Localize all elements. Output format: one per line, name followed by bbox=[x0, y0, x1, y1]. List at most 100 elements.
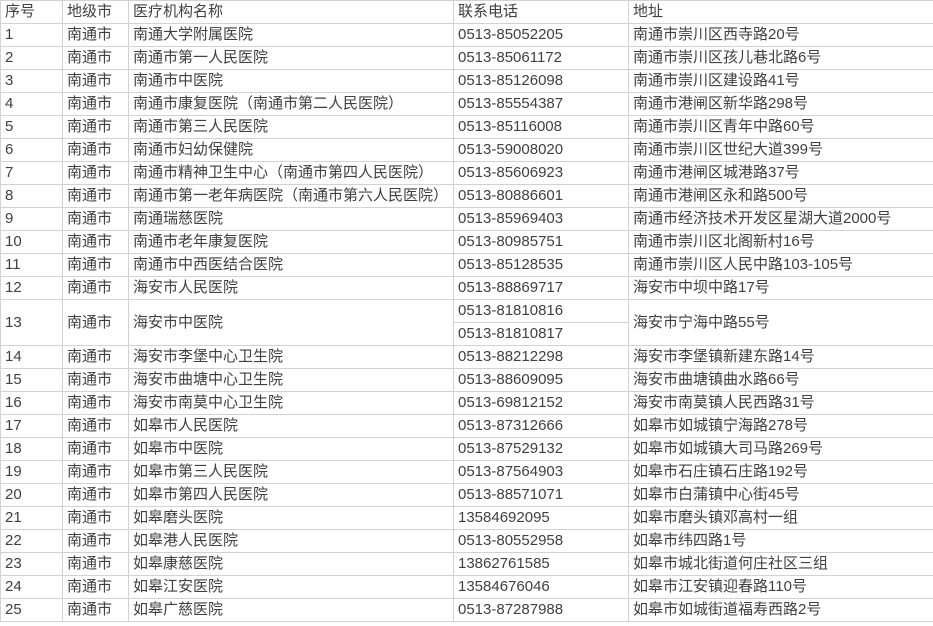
cell-phone: 0513-85606923 bbox=[453, 161, 629, 185]
cell-name: 海安市南莫中心卫生院 bbox=[128, 391, 454, 415]
cell-city: 南通市 bbox=[62, 368, 129, 392]
cell-phone: 0513-85554387 bbox=[453, 92, 629, 116]
cell-address: 南通市崇川区世纪大道399号 bbox=[628, 138, 933, 162]
table-row: 18 南通市 如皋市中医院 0513-87529132 如皋市如城镇大司马路269号 bbox=[0, 437, 933, 461]
cell-name: 南通市妇幼保健院 bbox=[128, 138, 454, 162]
cell-name: 南通市第三人民医院 bbox=[128, 115, 454, 139]
cell-name: 南通市中西医结合医院 bbox=[128, 253, 454, 277]
cell-name: 南通市康复医院（南通市第二人民医院） bbox=[128, 92, 454, 116]
cell-city: 南通市 bbox=[62, 161, 129, 185]
table-row: 3 南通市 南通市中医院 0513-85126098 南通市崇川区建设路41号 bbox=[0, 69, 933, 93]
cell-no: 22 bbox=[0, 529, 63, 553]
cell-phone: 0513-80552958 bbox=[453, 529, 629, 553]
cell-city: 南通市 bbox=[62, 207, 129, 231]
cell-name: 南通市第一老年病医院（南通市第六人民医院） bbox=[128, 184, 454, 208]
cell-no: 21 bbox=[0, 506, 63, 530]
cell-phone: 0513-85116008 bbox=[453, 115, 629, 139]
cell-city: 南通市 bbox=[62, 483, 129, 507]
cell-city: 南通市 bbox=[62, 598, 129, 622]
cell-phone: 0513-69812152 bbox=[453, 391, 629, 415]
cell-address: 南通市经济技术开发区星湖大道2000号 bbox=[628, 207, 933, 231]
cell-address: 南通市港闸区新华路298号 bbox=[628, 92, 933, 116]
cell-address: 海安市南莫镇人民西路31号 bbox=[628, 391, 933, 415]
cell-name: 如皋市中医院 bbox=[128, 437, 454, 461]
table-row: 9 南通市 南通瑞慈医院 0513-85969403 南通市经济技术开发区星湖大道200… bbox=[0, 207, 933, 231]
cell-name: 海安市人民医院 bbox=[128, 276, 454, 300]
cell-no: 19 bbox=[0, 460, 63, 484]
cell-phone: 0513-85126098 bbox=[453, 69, 629, 93]
cell-address: 如皋市如城街道福寿西路2号 bbox=[628, 598, 933, 622]
table-row: 8 南通市 南通市第一老年病医院（南通市第六人民医院） 0513-80886601 南通… bbox=[0, 184, 933, 208]
cell-city: 南通市 bbox=[62, 391, 129, 415]
cell-city: 南通市 bbox=[62, 69, 129, 93]
cell-city: 南通市 bbox=[62, 345, 129, 369]
cell-address: 海安市中坝中路17号 bbox=[628, 276, 933, 300]
cell-name: 海安市李堡中心卫生院 bbox=[128, 345, 454, 369]
cell-city: 南通市 bbox=[62, 299, 129, 346]
cell-phone: 13584692095 bbox=[453, 506, 629, 530]
cell-phone: 0513-87564903 bbox=[453, 460, 629, 484]
cell-city: 南通市 bbox=[62, 552, 129, 576]
table-row: 15 南通市 海安市曲塘中心卫生院 0513-88609095 海安市曲塘镇曲水路66号 bbox=[0, 368, 933, 392]
cell-address: 南通市崇川区建设路41号 bbox=[628, 69, 933, 93]
cell-no: 6 bbox=[0, 138, 63, 162]
cell-no: 14 bbox=[0, 345, 63, 369]
table-row: 24 南通市 如皋江安医院 13584676046 如皋市江安镇迎春路110号 bbox=[0, 575, 933, 599]
cell-city: 南通市 bbox=[62, 575, 129, 599]
cell-name: 如皋广慈医院 bbox=[128, 598, 454, 622]
cell-phone: 0513-87312666 bbox=[453, 414, 629, 438]
cell-phone: 0513-81810816 bbox=[453, 299, 629, 323]
cell-phone: 0513-88212298 bbox=[453, 345, 629, 369]
cell-no: 16 bbox=[0, 391, 63, 415]
cell-name: 南通大学附属医院 bbox=[128, 23, 454, 47]
table-row: 16 南通市 海安市南莫中心卫生院 0513-69812152 海安市南莫镇人民西路31… bbox=[0, 391, 933, 415]
table-row: 4 南通市 南通市康复医院（南通市第二人民医院） 0513-85554387 南通市港闸… bbox=[0, 92, 933, 116]
header-row: 序号 地级市 医疗机构名称 联系电话 地址 bbox=[0, 0, 933, 24]
cell-no: 4 bbox=[0, 92, 63, 116]
cell-name: 如皋市人民医院 bbox=[128, 414, 454, 438]
table-row: 6 南通市 南通市妇幼保健院 0513-59008020 南通市崇川区世纪大道399号 bbox=[0, 138, 933, 162]
cell-no: 20 bbox=[0, 483, 63, 507]
table-row: 5 南通市 南通市第三人民医院 0513-85116008 南通市崇川区青年中路60号 bbox=[0, 115, 933, 139]
cell-city: 南通市 bbox=[62, 115, 129, 139]
cell-phone: 0513-88869717 bbox=[453, 276, 629, 300]
header-cell-no: 序号 bbox=[0, 0, 63, 24]
cell-city: 南通市 bbox=[62, 437, 129, 461]
cell-name: 南通市精神卫生中心（南通市第四人民医院） bbox=[128, 161, 454, 185]
cell-address: 如皋市如城镇大司马路269号 bbox=[628, 437, 933, 461]
cell-name: 南通市老年康复医院 bbox=[128, 230, 454, 254]
cell-address: 如皋市白蒲镇中心街45号 bbox=[628, 483, 933, 507]
cell-address: 南通市港闸区城港路37号 bbox=[628, 161, 933, 185]
table-row: 25 南通市 如皋广慈医院 0513-87287988 如皋市如城街道福寿西路2号 bbox=[0, 598, 933, 622]
cell-address: 如皋市石庄镇石庄路192号 bbox=[628, 460, 933, 484]
cell-address: 如皋市如城镇宁海路278号 bbox=[628, 414, 933, 438]
cell-city: 南通市 bbox=[62, 138, 129, 162]
table-row: 2 南通市 南通市第一人民医院 0513-85061172 南通市崇川区孩儿巷北路6号 bbox=[0, 46, 933, 70]
cell-no: 12 bbox=[0, 276, 63, 300]
cell-phone: 0513-87529132 bbox=[453, 437, 629, 461]
cell-phone: 0513-85061172 bbox=[453, 46, 629, 70]
header-cell-city: 地级市 bbox=[62, 0, 129, 24]
table-row: 14 南通市 海安市李堡中心卫生院 0513-88212298 海安市李堡镇新建东路14… bbox=[0, 345, 933, 369]
cell-name: 南通瑞慈医院 bbox=[128, 207, 454, 231]
cell-city: 南通市 bbox=[62, 414, 129, 438]
cell-name: 如皋港人民医院 bbox=[128, 529, 454, 553]
cell-city: 南通市 bbox=[62, 230, 129, 254]
table-row: 1 南通市 南通大学附属医院 0513-85052205 南通市崇川区西寺路20号 bbox=[0, 23, 933, 47]
cell-city: 南通市 bbox=[62, 529, 129, 553]
cell-address: 海安市曲塘镇曲水路66号 bbox=[628, 368, 933, 392]
cell-city: 南通市 bbox=[62, 92, 129, 116]
cell-name: 如皋市第三人民医院 bbox=[128, 460, 454, 484]
header-cell-phone: 联系电话 bbox=[453, 0, 629, 24]
cell-no: 7 bbox=[0, 161, 63, 185]
cell-no: 25 bbox=[0, 598, 63, 622]
cell-address: 南通市崇川区西寺路20号 bbox=[628, 23, 933, 47]
cell-no: 9 bbox=[0, 207, 63, 231]
cell-phone: 13584676046 bbox=[453, 575, 629, 599]
table-row: 17 南通市 如皋市人民医院 0513-87312666 如皋市如城镇宁海路278号 bbox=[0, 414, 933, 438]
cell-no: 15 bbox=[0, 368, 63, 392]
cell-city: 南通市 bbox=[62, 23, 129, 47]
cell-phone: 13862761585 bbox=[453, 552, 629, 576]
table-row: 11 南通市 南通市中西医结合医院 0513-85128535 南通市崇川区人民中路10… bbox=[0, 253, 933, 277]
